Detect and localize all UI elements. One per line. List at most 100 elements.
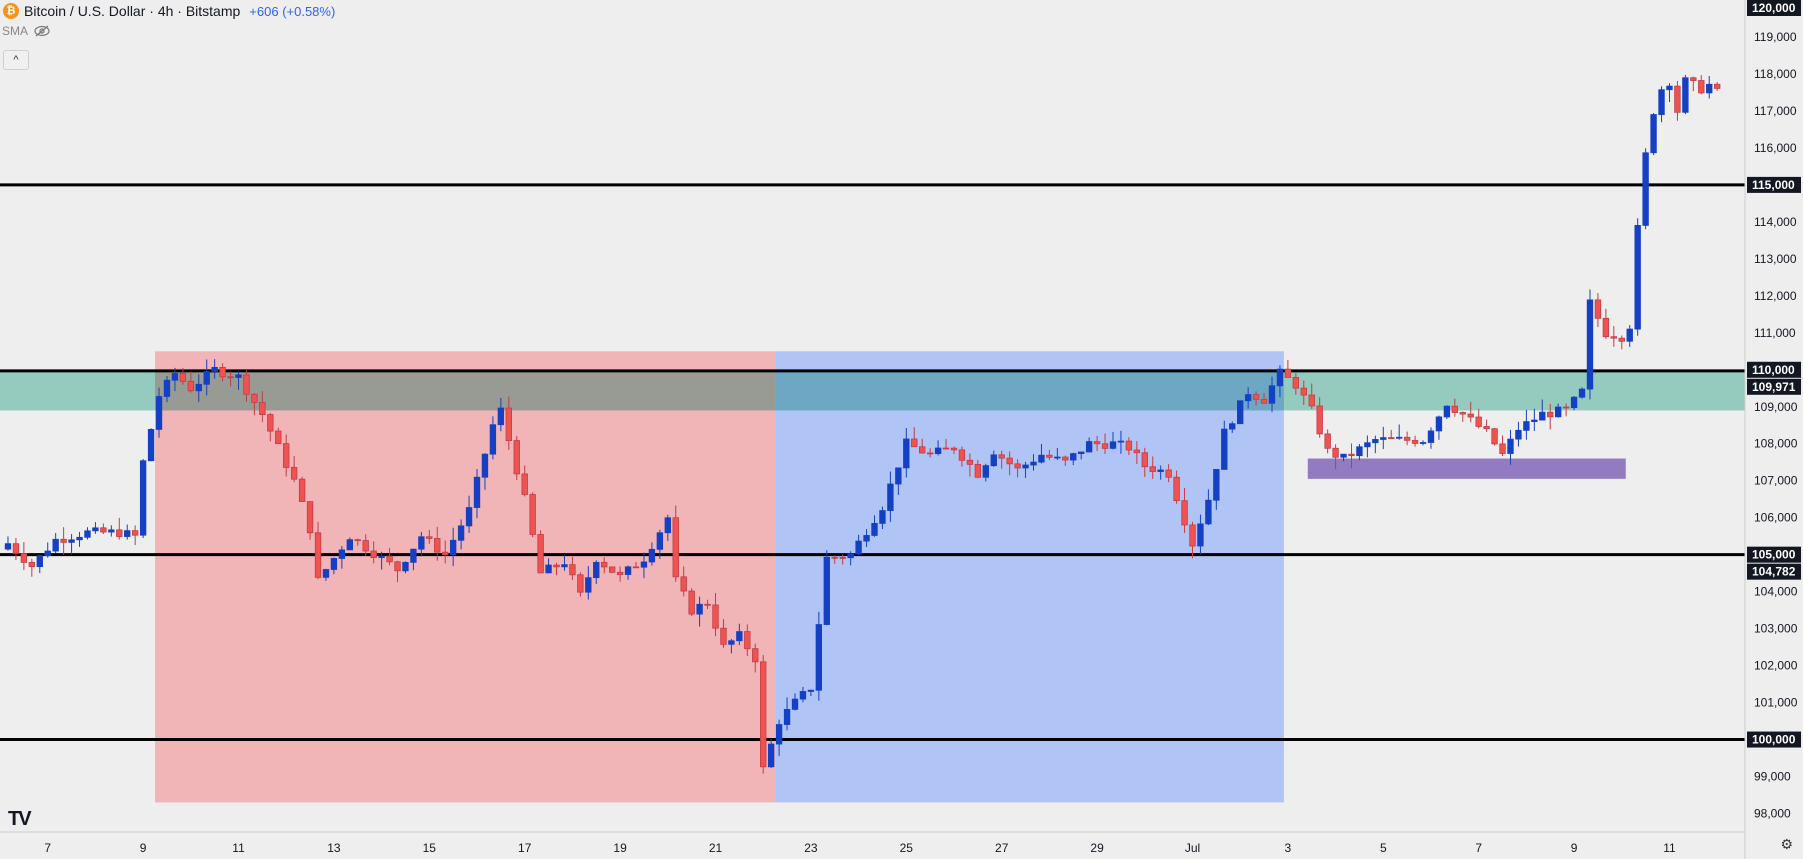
candle-body bbox=[116, 529, 123, 537]
candle-body bbox=[505, 407, 512, 441]
candle-body bbox=[791, 698, 799, 710]
candle-body bbox=[1340, 453, 1347, 458]
candle-body bbox=[1213, 469, 1220, 501]
candle-body bbox=[1459, 412, 1466, 415]
candle-body bbox=[799, 691, 807, 700]
collapse-legend-button[interactable]: ^ bbox=[3, 50, 29, 70]
candle-body bbox=[1634, 225, 1641, 330]
candle-body bbox=[982, 465, 989, 478]
candle-body bbox=[696, 603, 703, 615]
candle-body bbox=[1030, 461, 1037, 466]
candle-body bbox=[1706, 83, 1713, 94]
candle-body bbox=[219, 366, 226, 378]
candle-body bbox=[1173, 476, 1180, 502]
candle-body bbox=[767, 743, 775, 768]
candle-body bbox=[108, 529, 115, 533]
candle-body bbox=[513, 440, 520, 475]
candle-body bbox=[1578, 388, 1586, 398]
price-label-text: 110,000 bbox=[1752, 363, 1795, 377]
price-tick-label: 102,000 bbox=[1754, 659, 1798, 673]
price-axis-panel bbox=[1745, 0, 1803, 859]
candle-body bbox=[616, 571, 624, 575]
candle-body bbox=[656, 532, 664, 550]
candle-body bbox=[465, 507, 473, 527]
candle-body bbox=[1523, 421, 1530, 431]
candle-body bbox=[911, 438, 918, 448]
candle-body bbox=[545, 564, 552, 574]
tradingview-logo: TV bbox=[8, 808, 32, 830]
candle-body bbox=[783, 708, 791, 725]
candle-body bbox=[1380, 437, 1387, 440]
indicator-label[interactable]: SMA bbox=[2, 24, 29, 38]
price-tick-label: 114,000 bbox=[1754, 215, 1797, 229]
price-tick-label: 111,000 bbox=[1754, 326, 1796, 340]
time-tick-label: 9 bbox=[1571, 841, 1578, 855]
time-tick-label: 21 bbox=[709, 841, 723, 855]
candle-body bbox=[847, 553, 854, 559]
candle-body bbox=[1237, 400, 1244, 425]
candle-body bbox=[394, 561, 401, 572]
candle-body bbox=[593, 561, 600, 579]
candle-body bbox=[720, 627, 727, 645]
candle-body bbox=[1554, 406, 1562, 418]
candle-body bbox=[648, 548, 656, 563]
candle-body bbox=[1332, 447, 1339, 458]
candle-body bbox=[1475, 416, 1482, 427]
time-tick-label: Jul bbox=[1185, 841, 1200, 855]
candle-body bbox=[330, 558, 338, 570]
candle-body bbox=[1244, 394, 1252, 402]
price-label-box bbox=[1747, 378, 1801, 395]
candle-body bbox=[712, 604, 719, 629]
candle-body bbox=[1252, 394, 1260, 400]
price-label-box bbox=[1747, 563, 1801, 580]
candle-body bbox=[950, 447, 958, 451]
candle-body bbox=[1562, 406, 1570, 409]
time-tick-label: 25 bbox=[900, 841, 914, 855]
candle-body bbox=[139, 460, 147, 536]
candle-body bbox=[298, 478, 306, 502]
candle-body bbox=[1205, 499, 1212, 525]
eye-hidden-icon[interactable] bbox=[34, 25, 50, 37]
symbol-title[interactable]: Bitcoin / U.S. Dollar · 4h · Bitstamp bbox=[24, 3, 241, 19]
candle-body bbox=[314, 532, 322, 578]
candle-body bbox=[815, 624, 823, 691]
price-label-text: 115,000 bbox=[1752, 178, 1795, 192]
candle-body bbox=[871, 522, 878, 536]
candle-body bbox=[44, 550, 51, 557]
candle-body bbox=[958, 449, 966, 461]
candle-body bbox=[1443, 405, 1451, 418]
price-label-box bbox=[1747, 176, 1801, 193]
candle-body bbox=[1531, 419, 1538, 422]
time-tick-label: 17 bbox=[518, 841, 532, 855]
candle-body bbox=[863, 535, 870, 542]
candle-body bbox=[1133, 449, 1141, 454]
settings-gear-icon[interactable]: ⚙ bbox=[1780, 836, 1793, 852]
candle-body bbox=[1308, 394, 1315, 407]
candle-body bbox=[1618, 337, 1625, 342]
candle-body bbox=[1006, 457, 1013, 465]
candle-body bbox=[1499, 443, 1506, 454]
candle-body bbox=[1364, 442, 1371, 448]
candle-body bbox=[84, 530, 91, 538]
candle-body bbox=[283, 443, 290, 468]
price-tick-label: 113,000 bbox=[1754, 252, 1797, 266]
candle-body bbox=[1085, 441, 1093, 453]
candle-body bbox=[124, 530, 131, 537]
candle-body bbox=[688, 590, 695, 615]
price-tick-label: 118,000 bbox=[1754, 67, 1797, 81]
price-tick-label: 108,000 bbox=[1754, 437, 1798, 451]
indicator-row: SMA bbox=[2, 24, 50, 38]
candle-body bbox=[569, 564, 576, 576]
candle-body bbox=[60, 538, 67, 543]
candle-body bbox=[346, 539, 353, 551]
price-label-text: 120,000 bbox=[1752, 1, 1796, 15]
candle-body bbox=[585, 577, 592, 593]
candle-body bbox=[680, 576, 687, 592]
candle-body bbox=[903, 438, 910, 469]
candle-body bbox=[131, 530, 139, 536]
candle-body bbox=[259, 401, 266, 415]
candle-body bbox=[1260, 398, 1268, 404]
price-label-text: 104,782 bbox=[1752, 565, 1796, 579]
candle-body bbox=[1483, 426, 1490, 430]
